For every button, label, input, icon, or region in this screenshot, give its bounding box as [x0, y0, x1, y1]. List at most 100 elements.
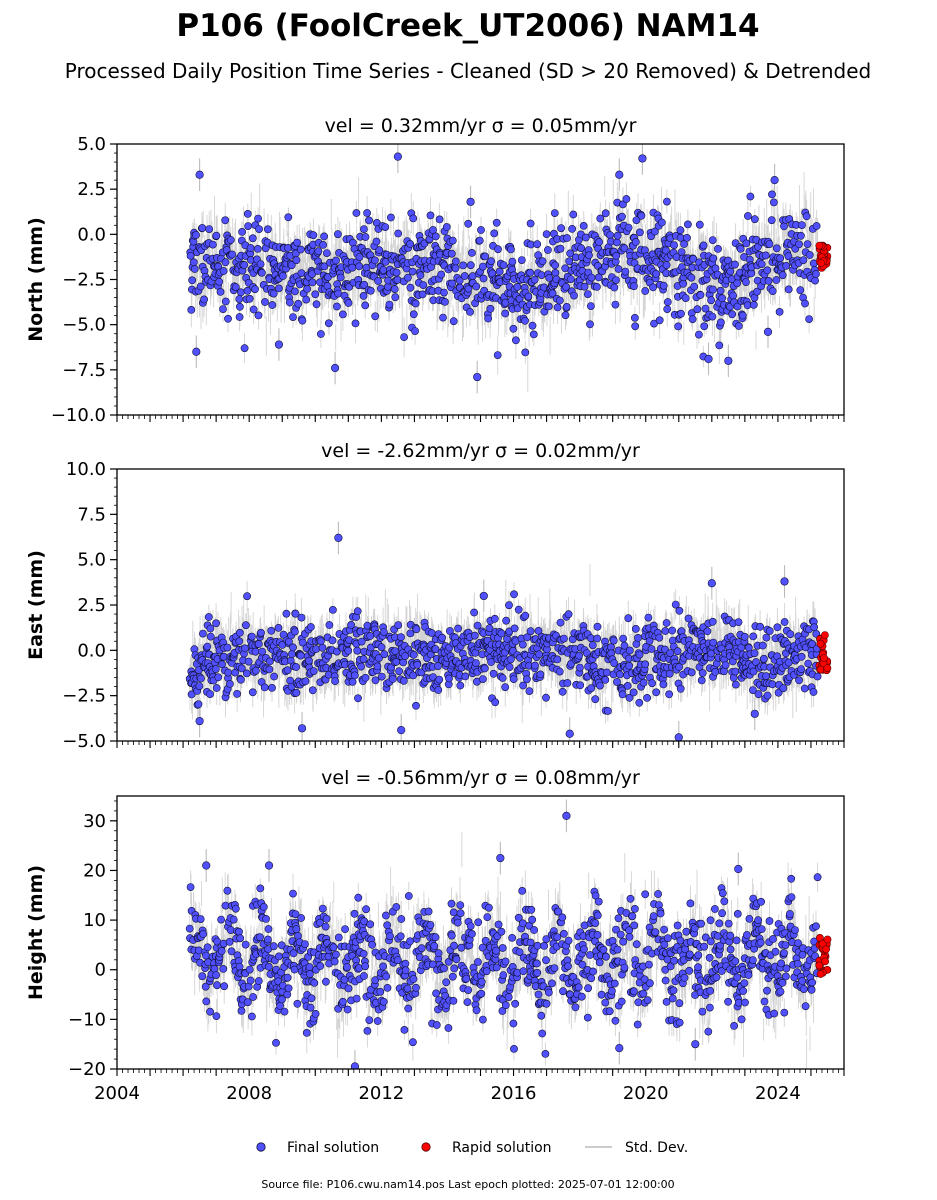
final-point: [328, 606, 337, 614]
final-point: [362, 905, 370, 914]
final-point: [493, 351, 502, 359]
final-point: [805, 251, 814, 259]
final-point: [781, 941, 790, 949]
final-point: [456, 909, 465, 918]
final-point: [268, 684, 276, 692]
final-point: [673, 921, 682, 930]
x-tick-label: 2016: [491, 1083, 537, 1104]
final-point: [463, 998, 472, 1006]
final-point: [555, 667, 564, 676]
final-point: [456, 681, 465, 690]
final-point: [690, 282, 699, 291]
final-point: [498, 1007, 507, 1015]
final-point: [759, 641, 767, 650]
final-point: [452, 955, 461, 964]
final-point: [618, 212, 626, 221]
source-footer: Source file: P106.cwu.nam14.pos Last epo…: [261, 1178, 674, 1191]
final-point: [294, 299, 303, 308]
final-point: [799, 256, 808, 264]
final-point: [511, 999, 520, 1008]
final-point: [525, 687, 534, 695]
final-point: [212, 684, 221, 692]
final-point: [254, 977, 263, 985]
final-point: [715, 341, 724, 350]
final-point: [350, 671, 359, 680]
final-point: [251, 647, 260, 656]
final-point: [698, 669, 707, 677]
final-point: [487, 257, 495, 266]
final-point: [596, 681, 604, 690]
final-point: [365, 1016, 374, 1024]
final-point: [742, 278, 750, 286]
final-point-outlier: [466, 197, 475, 206]
final-point: [764, 276, 773, 285]
final-point: [478, 943, 487, 952]
final-point: [726, 945, 735, 954]
final-point: [432, 989, 440, 998]
final-point: [381, 257, 390, 266]
final-point: [761, 251, 770, 260]
final-point: [353, 646, 362, 655]
final-point: [700, 322, 709, 331]
final-point: [243, 209, 252, 218]
final-point: [731, 260, 739, 269]
final-point: [728, 310, 737, 319]
final-point: [293, 238, 301, 247]
final-point: [632, 940, 641, 949]
final-point: [292, 663, 300, 671]
final-point: [524, 292, 533, 301]
final-point: [361, 233, 370, 241]
final-point: [730, 1022, 738, 1030]
final-point: [409, 310, 418, 319]
final-point: [502, 616, 510, 625]
rapid-point: [820, 654, 828, 662]
final-point: [307, 994, 316, 1003]
final-point: [316, 330, 325, 338]
final-point: [365, 216, 373, 225]
final-point-outlier: [331, 363, 340, 373]
final-point: [663, 197, 671, 206]
y-tick-label: −5.0: [62, 731, 106, 752]
final-point: [720, 897, 729, 906]
final-point: [731, 957, 740, 966]
final-point: [202, 951, 210, 960]
y-tick-label: 2.5: [77, 179, 106, 200]
final-point: [240, 344, 249, 353]
final-point: [198, 972, 207, 981]
panel-title: vel = -2.62mm/yr σ = 0.02mm/yr: [321, 440, 640, 462]
final-point: [675, 663, 683, 671]
east-panel: vel = -2.62mm/yr σ = 0.02mm/yr East (mm) −…: [25, 440, 845, 752]
final-point: [812, 922, 820, 931]
final-point: [248, 234, 257, 243]
final-point: [253, 244, 262, 253]
final-point: [805, 315, 813, 323]
final-point: [206, 690, 214, 698]
final-point: [655, 316, 664, 325]
final-point: [297, 914, 305, 922]
final-point: [652, 269, 661, 278]
final-point: [371, 676, 380, 685]
final-point: [687, 668, 696, 677]
final-point: [709, 638, 718, 647]
rapid-point: [822, 945, 830, 954]
final-point-outlier: [192, 347, 201, 356]
final-point: [257, 268, 266, 277]
final-point: [677, 309, 685, 318]
final-point-outlier: [615, 170, 624, 179]
final-point: [268, 301, 277, 309]
final-point: [192, 231, 200, 239]
final-point: [383, 921, 392, 930]
final-point: [401, 966, 410, 975]
final-point: [274, 624, 283, 632]
final-point: [227, 947, 236, 956]
final-point: [780, 618, 789, 626]
y-tick-label: −7.5: [62, 360, 106, 381]
final-point: [501, 309, 510, 318]
figure-title: P106 (FoolCreek_UT2006) NAM14: [176, 8, 759, 44]
final-point: [409, 650, 418, 659]
final-point: [341, 925, 349, 933]
final-point: [464, 219, 473, 228]
final-point: [498, 944, 507, 952]
final-point: [212, 971, 220, 979]
final-point: [661, 976, 670, 985]
